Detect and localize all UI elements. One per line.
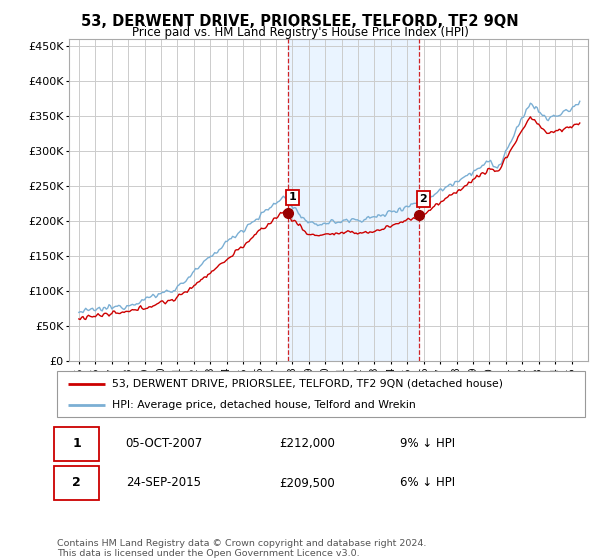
Text: Price paid vs. HM Land Registry's House Price Index (HPI): Price paid vs. HM Land Registry's House …: [131, 26, 469, 39]
Text: 6% ↓ HPI: 6% ↓ HPI: [400, 477, 455, 489]
FancyBboxPatch shape: [57, 371, 585, 417]
Text: HPI: Average price, detached house, Telford and Wrekin: HPI: Average price, detached house, Telf…: [112, 400, 416, 410]
Text: 2: 2: [72, 477, 81, 489]
Text: 53, DERWENT DRIVE, PRIORSLEE, TELFORD, TF2 9QN (detached house): 53, DERWENT DRIVE, PRIORSLEE, TELFORD, T…: [112, 379, 503, 389]
FancyBboxPatch shape: [55, 427, 99, 460]
Text: 2: 2: [419, 194, 427, 204]
Text: 24-SEP-2015: 24-SEP-2015: [125, 477, 200, 489]
Text: 53, DERWENT DRIVE, PRIORSLEE, TELFORD, TF2 9QN: 53, DERWENT DRIVE, PRIORSLEE, TELFORD, T…: [81, 14, 519, 29]
Text: 1: 1: [72, 437, 81, 450]
Bar: [289, 39, 419, 361]
FancyBboxPatch shape: [55, 466, 99, 500]
Text: £212,000: £212,000: [279, 437, 335, 450]
Text: 9% ↓ HPI: 9% ↓ HPI: [400, 437, 455, 450]
Text: 05-OCT-2007: 05-OCT-2007: [125, 437, 203, 450]
Text: 1: 1: [289, 193, 296, 202]
Text: £209,500: £209,500: [279, 477, 335, 489]
Text: Contains HM Land Registry data © Crown copyright and database right 2024.
This d: Contains HM Land Registry data © Crown c…: [57, 539, 427, 558]
